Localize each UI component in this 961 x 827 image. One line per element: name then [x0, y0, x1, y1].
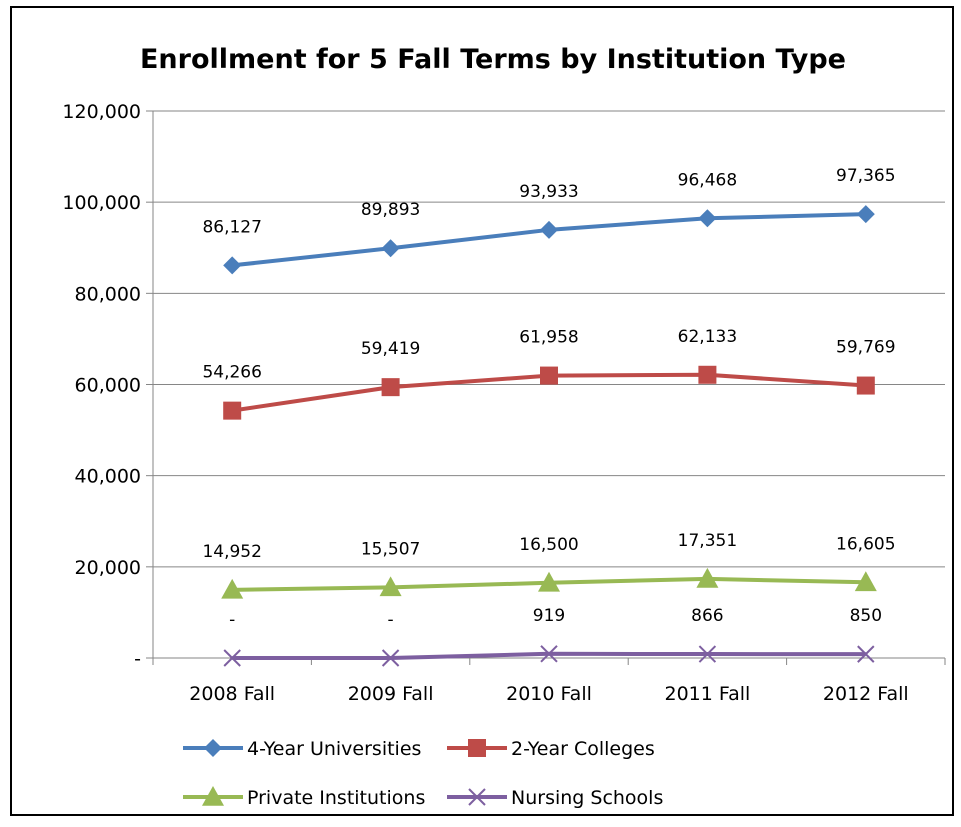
series-marker	[379, 576, 402, 597]
x-tick-label: 2012 Fall	[823, 683, 909, 705]
series-marker	[698, 365, 717, 384]
x-tick-label: 2009 Fall	[348, 683, 434, 705]
series-nursing-schools: - - 919 866 850	[223, 606, 882, 667]
x-tick-label: 2011 Fall	[665, 683, 751, 705]
series-marker	[540, 645, 558, 663]
data-label: 86,127	[202, 217, 261, 237]
series-marker	[223, 649, 241, 667]
data-label: 919	[533, 606, 565, 626]
legend-label: Private Institutions	[247, 787, 425, 809]
marker-stroke	[698, 645, 717, 663]
data-label: 61,958	[519, 328, 578, 348]
line-chart: Enrollment for 5 Fall Terms by Instituti…	[62, 44, 946, 809]
series-marker	[696, 567, 719, 588]
y-tick-label: 20,000	[75, 557, 141, 579]
series-marker	[538, 571, 560, 592]
series-marker	[540, 366, 558, 385]
series-marker	[381, 239, 400, 258]
chart-frame: Enrollment for 5 Fall Terms by Instituti…	[10, 6, 954, 816]
marker-stroke	[381, 649, 400, 667]
series-four-year-universities: 86,127 89,893 93,933 96,468 97,365	[202, 166, 896, 275]
x-tick-label: 2008 Fall	[189, 683, 275, 705]
data-label: -	[229, 610, 235, 630]
y-tick-label: -	[134, 648, 141, 670]
legend-item-nursing-schools: Nursing Schools	[447, 787, 663, 809]
data-label: 59,769	[836, 338, 895, 358]
y-tick-label: 120,000	[62, 101, 141, 123]
series-marker	[856, 205, 875, 224]
series-marker	[223, 401, 242, 420]
series-marker	[223, 256, 242, 275]
data-label: 850	[850, 606, 882, 626]
series-marker	[204, 739, 222, 757]
series-marker	[381, 378, 400, 397]
data-label: 96,468	[678, 170, 737, 190]
data-label: 16,605	[836, 534, 895, 554]
series-marker	[854, 571, 877, 592]
data-label: 14,952	[202, 542, 261, 562]
legend: 4-Year Universities 2-Year Colleges Privat…	[183, 738, 663, 809]
data-label: 54,266	[202, 363, 261, 383]
chart-title: Enrollment for 5 Fall Terms by Instituti…	[140, 44, 846, 75]
x-axis-tick-labels: 2008 Fall 2009 Fall 2010 Fall 2011 Fall 2012…	[189, 683, 908, 705]
series-marker	[540, 220, 558, 239]
series-marker	[221, 578, 244, 599]
series-private-institutions: 14,952 15,507 16,500 17,351 16,605	[202, 531, 896, 599]
series-marker	[698, 209, 717, 228]
data-label: 59,419	[361, 339, 420, 359]
series-marker	[381, 649, 400, 667]
legend-label: Nursing Schools	[511, 787, 663, 809]
y-tick-label: 80,000	[75, 283, 141, 305]
data-label: 62,133	[678, 327, 737, 347]
data-label: 17,351	[678, 531, 737, 551]
y-tick-label: 60,000	[75, 375, 141, 397]
series-two-year-colleges: 54,266 59,419 61,958 62,133 59,769	[202, 327, 896, 420]
legend-item-four-year-universities: 4-Year Universities	[183, 738, 421, 760]
series-marker	[698, 645, 717, 663]
marker-stroke	[857, 645, 875, 663]
legend-label: 4-Year Universities	[247, 738, 421, 760]
data-label: 16,500	[519, 535, 578, 555]
x-tick-label: 2010 Fall	[506, 683, 592, 705]
series-marker	[468, 788, 486, 806]
legend-item-two-year-colleges: 2-Year Colleges	[447, 738, 655, 760]
series-marker	[856, 376, 875, 395]
series-marker	[857, 645, 875, 663]
data-label: 93,933	[519, 182, 578, 202]
y-axis-tick-labels: - 20,000 40,000 60,000 80,000 100,000 120,000	[62, 101, 141, 670]
legend-item-private-institutions: Private Institutions	[183, 786, 425, 809]
y-tick-label: 100,000	[62, 192, 141, 214]
series-marker	[202, 786, 224, 806]
data-label: 97,365	[836, 166, 895, 186]
marker-stroke	[223, 649, 241, 667]
marker-stroke	[468, 788, 486, 806]
marker-stroke	[540, 645, 558, 663]
legend-label: 2-Year Colleges	[511, 738, 655, 760]
series-group: 86,127 89,893 93,933 96,468 97,365 54,266 59,4…	[202, 166, 896, 667]
data-label: 15,507	[361, 539, 420, 559]
data-label: -	[388, 610, 394, 630]
data-label: 89,893	[361, 200, 420, 220]
data-label: 866	[691, 606, 723, 626]
y-tick-label: 40,000	[75, 466, 141, 488]
series-marker	[468, 739, 486, 757]
